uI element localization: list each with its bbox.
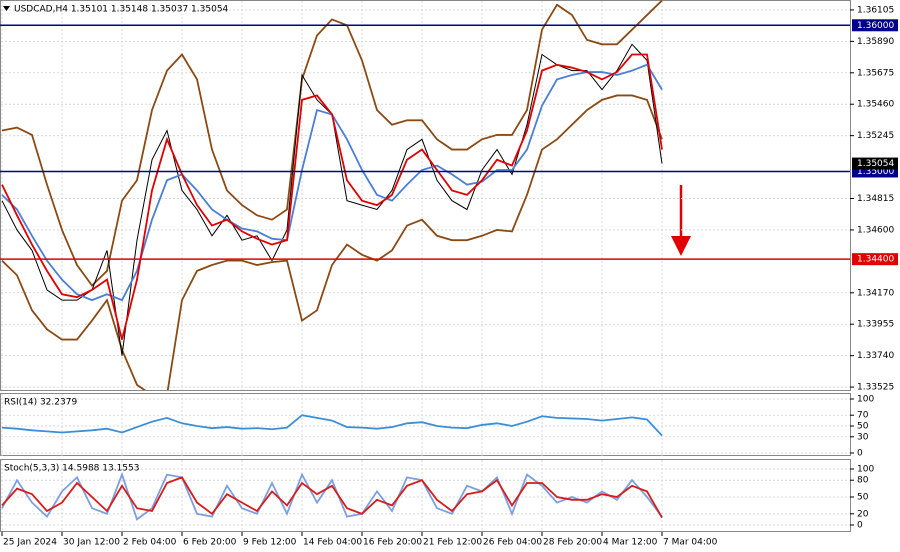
y-tick-label: 80 (857, 476, 869, 486)
panel-title: USDCAD,H4 1.35101 1.35148 1.35037 1.3505… (14, 5, 229, 15)
series-line (1, 471, 663, 521)
x-tick-label: 14 Feb 04:00 (303, 538, 362, 548)
y-tick-label: 0 (857, 521, 863, 531)
series-line (1, 476, 663, 519)
last-price-tag (852, 157, 898, 170)
y-tick-label: 100 (857, 465, 874, 475)
panel-title: RSI(14) 32.2379 (4, 398, 77, 408)
y-tick-label: 1.34170 (857, 288, 894, 298)
rsi-panel (0, 393, 851, 456)
series-group (1, 414, 663, 437)
x-tick-label: 30 Jan 12:00 (63, 538, 120, 548)
y-tick-label: 50 (857, 493, 869, 503)
last-price-label: 1.35054 (857, 159, 894, 169)
y-tick-label: 0 (857, 449, 863, 459)
main-panel (0, 0, 851, 391)
x-tick-label: 9 Feb 12:00 (243, 538, 297, 548)
y-tick-label: 1.35675 (857, 68, 894, 78)
x-tick-label: 16 Feb 20:00 (363, 538, 422, 548)
level-tag (852, 19, 898, 32)
series-line (1, 0, 663, 287)
x-tick-label: 26 Feb 04:00 (483, 538, 542, 548)
y-tick-label: 1.33955 (857, 320, 894, 330)
y-tick-label: 1.33740 (857, 351, 894, 361)
x-tick-label: 4 Mar 12:00 (603, 538, 658, 548)
series-line (1, 53, 663, 340)
y-tick-label: 1.36105 (857, 5, 894, 15)
level-label: 1.35000 (857, 167, 894, 177)
x-tick-label: 7 Mar 04:00 (663, 538, 718, 548)
level-label: 1.36000 (857, 21, 894, 31)
y-tick-label: 1.35890 (857, 37, 894, 47)
y-tick-label: 1.35245 (857, 131, 894, 141)
series-group (1, 0, 663, 390)
y-tick-label: 1.34815 (857, 194, 894, 204)
x-tick-label: 2 Feb 04:00 (123, 538, 177, 548)
y-tick-label: 30 (857, 432, 869, 442)
y-tick-label: 20 (857, 509, 869, 519)
series-line (1, 94, 663, 390)
y-tick-label: 50 (857, 422, 869, 432)
x-tick-label: 6 Feb 20:00 (183, 538, 237, 548)
y-tick-label: 100 (857, 395, 874, 405)
y-tick-label: 1.33525 (857, 383, 894, 393)
stoch-panel (0, 459, 851, 532)
x-tick-label: 28 Feb 20:00 (543, 538, 602, 548)
y-tick-label: 1.35460 (857, 100, 894, 110)
y-tick-label: 70 (857, 411, 869, 421)
x-tick-label: 21 Feb 12:00 (423, 538, 482, 548)
level-tag (852, 253, 898, 266)
level-label: 1.34400 (857, 255, 894, 265)
y-tick-label: 1.34600 (857, 225, 894, 235)
panel-title: Stoch(5,3,3) 14.5988 13.1553 (4, 464, 139, 474)
series-group (1, 471, 663, 521)
symbol-marker (3, 6, 10, 11)
series-line (1, 414, 663, 437)
x-tick-label: 25 Jan 2024 (3, 538, 57, 548)
